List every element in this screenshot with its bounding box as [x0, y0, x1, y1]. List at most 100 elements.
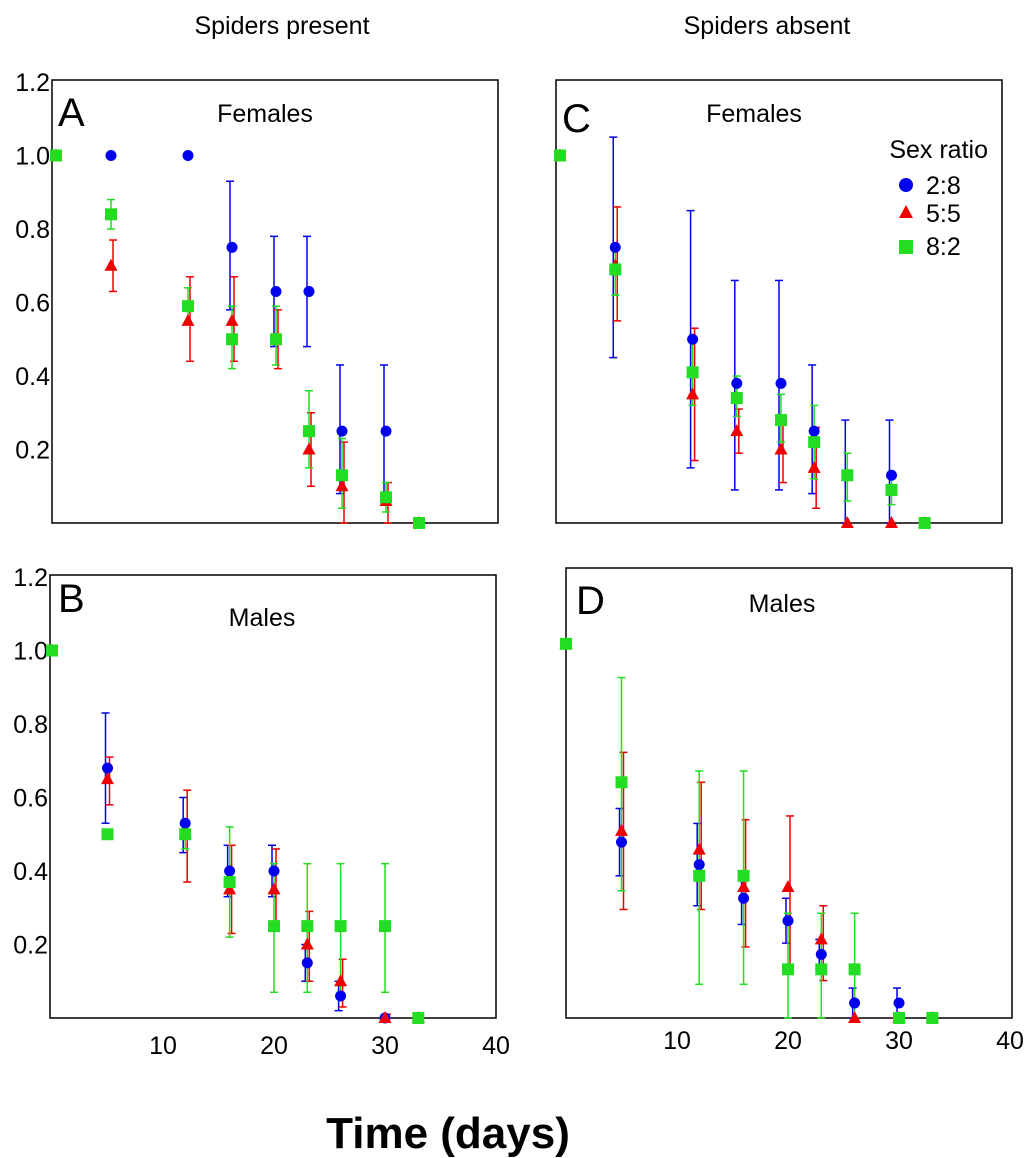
data-point-8-2	[179, 828, 192, 841]
data-point-5-5	[807, 460, 821, 473]
data-point-8-2	[412, 1012, 425, 1024]
data-point-2-8	[886, 469, 897, 481]
panel-a: A Females 1.2 1.0 0.8 0.6 0.4 0.2	[15, 69, 499, 529]
data-point-5-5	[335, 479, 349, 492]
data-point-8-2	[223, 876, 236, 889]
y-tick-label: 1.2	[13, 564, 48, 592]
data-point-8-2	[693, 869, 706, 882]
data-point-8-2	[101, 828, 114, 841]
data-point-2-8	[815, 948, 827, 960]
data-point-2-8	[226, 241, 238, 253]
panel-letter: B	[58, 577, 85, 621]
panel-letter: D	[576, 579, 605, 623]
y-tick-label: 1.0	[13, 638, 48, 666]
data-point-2-8	[687, 333, 699, 345]
plot-frame	[51, 79, 499, 524]
data-point-5-5	[737, 880, 751, 893]
data-point-8-2	[50, 149, 62, 162]
data-point-2-8	[616, 836, 627, 848]
plot-frame	[555, 79, 1003, 524]
data-point-2-8	[335, 990, 347, 1002]
data-point-2-8	[738, 892, 750, 904]
panel-title: Females	[217, 100, 313, 128]
data-point-8-2	[885, 483, 898, 496]
data-point-5-5	[781, 880, 795, 893]
data-point-8-2	[379, 920, 391, 933]
x-tick-label: 30	[885, 1027, 913, 1055]
data-point-8-2	[893, 1012, 905, 1024]
data-point-2-8	[782, 915, 794, 927]
data-point-5-5	[840, 516, 854, 528]
data-point-8-2	[686, 366, 699, 379]
data-point-8-2	[615, 776, 628, 789]
data-point-8-2	[609, 263, 622, 276]
data-point-5-5	[104, 258, 118, 271]
panel-title: Males	[749, 590, 816, 618]
column-title-left: Spiders present	[194, 12, 369, 40]
data-point-8-2	[737, 869, 750, 882]
x-tick-label: 20	[260, 1032, 288, 1060]
y-tick-label: 0.4	[15, 363, 50, 391]
column-title-right: Spiders absent	[684, 12, 851, 40]
data-point-5-5	[814, 932, 828, 945]
data-point-8-2	[926, 1012, 939, 1024]
x-tick-label: 10	[663, 1027, 691, 1055]
data-point-8-2	[730, 392, 743, 405]
data-point-8-2	[268, 920, 280, 933]
legend-marker-5-5	[899, 205, 913, 218]
data-point-5-5	[885, 516, 898, 528]
data-point-5-5	[101, 772, 114, 785]
data-point-2-8	[105, 150, 117, 161]
data-point-5-5	[692, 842, 706, 855]
legend-marker-8-2	[899, 240, 913, 254]
legend: Sex ratio 2:8 5:5 8:2	[889, 136, 988, 261]
y-tick-label: 0.4	[13, 858, 48, 886]
data-point-8-2	[270, 333, 282, 346]
panel-b: B Males 1.2 1.0 0.8 0.6 0.4 0.2 10 20 30 40	[13, 564, 510, 1060]
x-tick-label: 40	[996, 1027, 1024, 1055]
data-point-8-2	[182, 300, 194, 313]
data-point-5-5	[848, 1011, 862, 1023]
y-tick-label: 0.6	[15, 290, 50, 318]
data-point-8-2	[301, 920, 314, 933]
data-point-2-8	[849, 997, 861, 1009]
legend-label-8-2: 8:2	[926, 233, 961, 261]
x-tick-label: 20	[774, 1027, 802, 1055]
x-tick-label: 10	[149, 1032, 177, 1060]
data-point-2-8	[380, 425, 392, 437]
data-point-2-8	[303, 285, 315, 297]
panel-d: D Males 10 20 30 40	[559, 567, 1024, 1055]
data-point-8-2	[815, 963, 828, 976]
data-point-8-2	[334, 920, 347, 933]
y-tick-label: 0.6	[13, 785, 48, 813]
data-point-2-8	[179, 817, 191, 829]
data-point-2-8	[336, 425, 348, 437]
data-point-8-2	[848, 963, 861, 976]
data-point-8-2	[775, 414, 787, 427]
data-point-8-2	[226, 333, 238, 346]
data-point-5-5	[615, 823, 628, 836]
panel-letter: C	[562, 97, 591, 141]
data-point-5-5	[300, 937, 314, 950]
data-point-2-8	[731, 377, 743, 389]
y-tick-label: 1.0	[15, 143, 50, 171]
data-point-2-8	[224, 865, 236, 877]
data-point-2-8	[609, 241, 621, 253]
plot-frame	[49, 574, 497, 1019]
data-point-5-5	[730, 424, 744, 437]
panel-letter: A	[58, 91, 85, 135]
data-point-5-5	[302, 442, 316, 455]
data-point-5-5	[378, 1011, 392, 1023]
data-point-5-5	[181, 313, 195, 326]
data-point-2-8	[775, 377, 787, 389]
data-point-5-5	[225, 313, 239, 326]
legend-marker-2-8	[899, 178, 913, 192]
y-tick-label: 0.8	[13, 711, 48, 739]
data-point-2-8	[693, 859, 705, 871]
data-point-5-5	[774, 442, 788, 455]
legend-label-2-8: 2:8	[926, 172, 961, 200]
y-tick-label: 0.8	[15, 216, 50, 244]
panel-title: Females	[706, 100, 802, 128]
data-point-8-2	[808, 436, 821, 449]
